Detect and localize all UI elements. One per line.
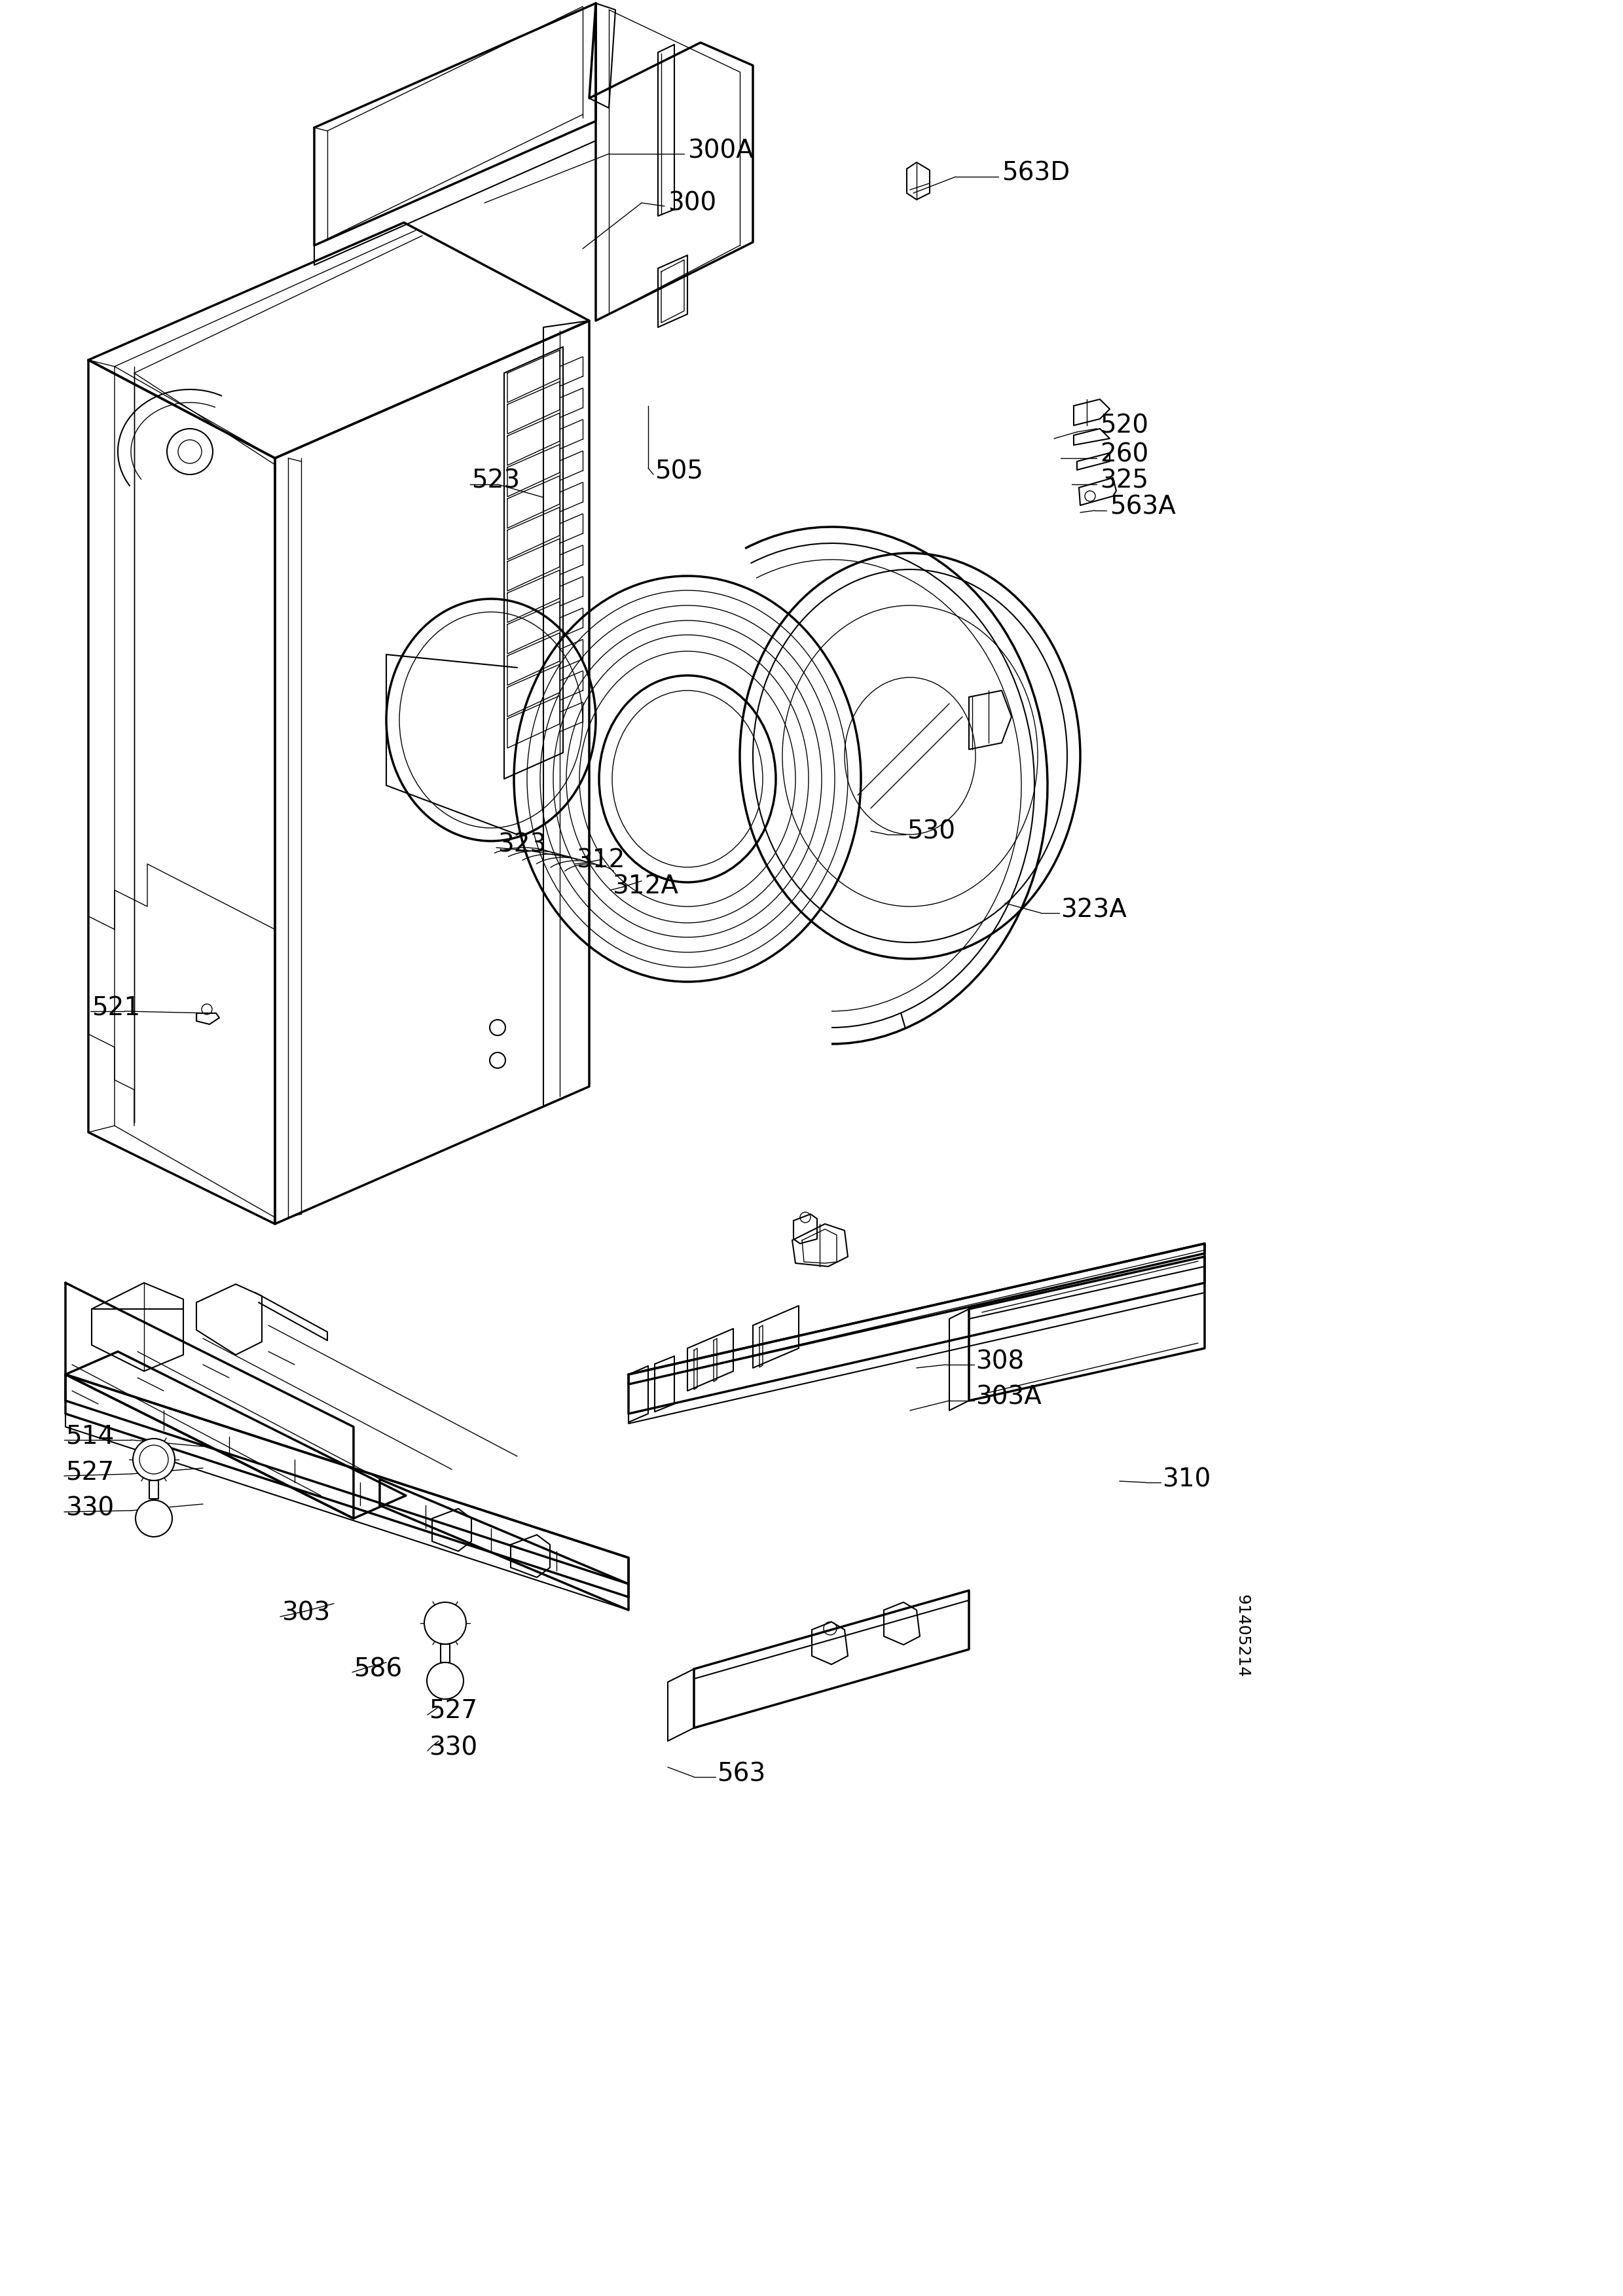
Text: 563D: 563D bbox=[1001, 161, 1070, 186]
Polygon shape bbox=[589, 2, 615, 108]
Polygon shape bbox=[505, 347, 563, 778]
Text: 303A: 303A bbox=[975, 1384, 1042, 1410]
Text: 527: 527 bbox=[428, 1699, 477, 1724]
Text: 303: 303 bbox=[281, 1600, 329, 1626]
Text: 260: 260 bbox=[1100, 443, 1149, 468]
Text: 514: 514 bbox=[65, 1424, 114, 1449]
Polygon shape bbox=[88, 223, 589, 459]
Polygon shape bbox=[667, 1669, 695, 1740]
Polygon shape bbox=[315, 122, 596, 264]
Text: 325: 325 bbox=[1100, 468, 1149, 494]
Text: 520: 520 bbox=[1100, 413, 1149, 439]
Text: 563A: 563A bbox=[1110, 496, 1175, 519]
Text: 312A: 312A bbox=[612, 875, 678, 900]
Text: 505: 505 bbox=[654, 459, 703, 484]
Text: 330: 330 bbox=[65, 1497, 114, 1520]
Polygon shape bbox=[65, 1283, 354, 1518]
Text: 523: 523 bbox=[471, 468, 519, 494]
Text: 530: 530 bbox=[907, 820, 956, 843]
Text: 323A: 323A bbox=[1060, 898, 1126, 923]
Polygon shape bbox=[628, 1244, 1204, 1414]
Polygon shape bbox=[949, 1309, 969, 1410]
Polygon shape bbox=[969, 1256, 1204, 1401]
Polygon shape bbox=[65, 1414, 628, 1609]
Circle shape bbox=[136, 1499, 172, 1536]
Polygon shape bbox=[315, 2, 596, 246]
Polygon shape bbox=[589, 2, 753, 321]
Text: 521: 521 bbox=[91, 996, 140, 1019]
Text: 312: 312 bbox=[576, 847, 625, 872]
Text: 310: 310 bbox=[1162, 1467, 1211, 1492]
Text: 300A: 300A bbox=[688, 138, 753, 163]
Polygon shape bbox=[65, 1375, 628, 1598]
Text: 323: 323 bbox=[498, 831, 547, 856]
Text: 563: 563 bbox=[717, 1761, 766, 1786]
Circle shape bbox=[133, 1440, 175, 1481]
Polygon shape bbox=[792, 1224, 847, 1267]
Text: 300: 300 bbox=[667, 191, 716, 216]
Text: 91405214: 91405214 bbox=[1233, 1596, 1250, 1678]
Text: 586: 586 bbox=[354, 1655, 403, 1681]
Polygon shape bbox=[695, 1591, 969, 1729]
Text: 527: 527 bbox=[65, 1460, 114, 1486]
Circle shape bbox=[179, 441, 201, 464]
Polygon shape bbox=[628, 1244, 1204, 1384]
Polygon shape bbox=[274, 321, 589, 1224]
Circle shape bbox=[427, 1662, 464, 1699]
Polygon shape bbox=[969, 691, 1011, 748]
Polygon shape bbox=[657, 44, 674, 216]
Text: 330: 330 bbox=[428, 1736, 477, 1761]
Polygon shape bbox=[65, 1352, 406, 1518]
Text: 308: 308 bbox=[975, 1350, 1024, 1373]
Polygon shape bbox=[544, 321, 589, 1107]
Polygon shape bbox=[628, 1283, 1204, 1424]
Circle shape bbox=[167, 429, 213, 475]
Polygon shape bbox=[88, 360, 274, 1224]
Polygon shape bbox=[380, 1479, 628, 1609]
Circle shape bbox=[424, 1603, 466, 1644]
